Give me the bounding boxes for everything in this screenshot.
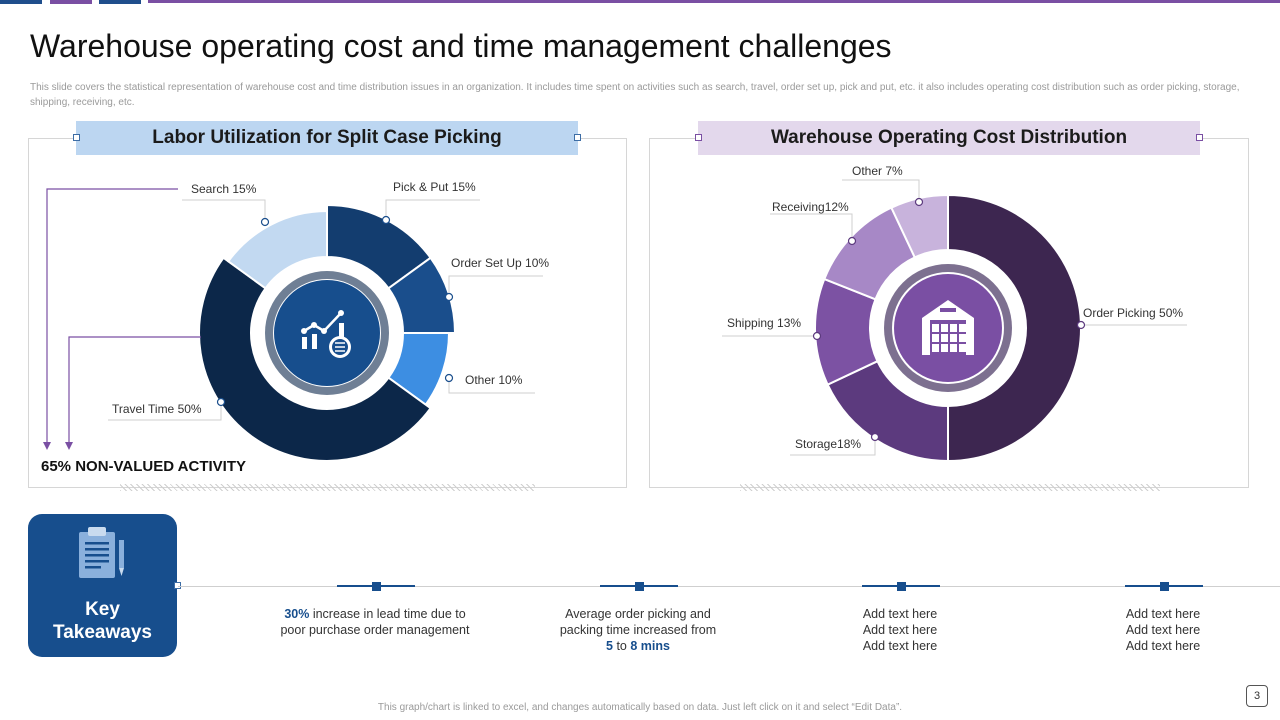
slice-travel-time — [198, 256, 432, 462]
label-travel-time: Travel Time 50% — [112, 402, 202, 416]
warehouse-box — [941, 324, 948, 332]
warehouse-box — [941, 334, 948, 342]
trend-dot — [321, 328, 327, 334]
takeaway-marker-1 — [337, 582, 415, 591]
leader-line — [108, 402, 222, 421]
leader-line — [448, 378, 535, 394]
top-bar-segment-2 — [50, 0, 92, 4]
top-bar-segment-1 — [0, 0, 42, 4]
takeaway-item-4: Add text here Add text here Add text her… — [1125, 607, 1201, 653]
slice-order-set-up — [387, 256, 457, 334]
warehouse-box — [941, 344, 948, 352]
takeaways-timeline — [178, 586, 1280, 587]
label-pick-put: Pick & Put 15% — [393, 180, 476, 194]
warehouse-box — [959, 344, 966, 352]
footer-note: This graph/chart is linked to excel, and… — [377, 702, 903, 713]
resize-handle[interactable] — [1196, 134, 1203, 141]
connector-handle[interactable] — [174, 582, 181, 589]
label-receiving: Receiving12% — [772, 200, 849, 214]
top-bar-line — [148, 0, 1280, 3]
label-order-picking: Order Picking 50% — [1083, 306, 1184, 320]
clipboard-icon — [79, 527, 124, 578]
non-valued-activity-label: 65% NON-VALUED ACTIVITY — [41, 458, 247, 475]
leader-dot — [444, 373, 454, 383]
leader-dot — [847, 236, 857, 246]
cost-chart-title: Warehouse Operating Cost Distribution — [698, 121, 1200, 155]
arrow-down-icon — [65, 442, 73, 450]
trend-dot — [311, 322, 317, 328]
leader-dot — [216, 397, 226, 407]
bar-mark — [312, 334, 317, 349]
slice-order-picking — [947, 193, 1082, 463]
key-takeaways-title: Key Takeaways — [53, 599, 152, 643]
label-other: Other 10% — [465, 373, 523, 387]
takeaway-item-1: 30% increase in lead time due to poor pu… — [280, 607, 470, 637]
warehouse-box — [950, 334, 957, 342]
bar-mark — [302, 337, 307, 349]
slice-search — [226, 209, 328, 290]
leader-dot — [914, 197, 924, 207]
takeaway-item-3: Add text here Add text here Add text her… — [862, 607, 938, 653]
leader-dot — [870, 432, 880, 442]
warehouse-box — [932, 344, 939, 352]
top-bar-segment-3 — [99, 0, 141, 4]
arrow-down-icon — [43, 442, 51, 450]
leader-line — [770, 213, 853, 241]
analytics-settings-icon — [301, 310, 351, 358]
center-disc — [274, 280, 380, 386]
leader-line — [790, 437, 876, 456]
warehouse-box — [959, 334, 966, 342]
warehouse-box — [932, 324, 939, 332]
page-title: Warehouse operating cost and time manage… — [30, 28, 892, 64]
warehouse-sign — [940, 308, 956, 312]
resize-handle[interactable] — [574, 134, 581, 141]
warehouse-box — [950, 344, 957, 352]
trend-line — [303, 312, 342, 333]
leader-dot — [260, 217, 270, 227]
resize-handle[interactable] — [695, 134, 702, 141]
key-takeaways-box: Key Takeaways — [28, 514, 177, 657]
labor-chart-title: Labor Utilization for Split Case Picking — [76, 121, 578, 155]
search-bracket-line — [46, 188, 178, 445]
page-number: 3 — [1246, 685, 1268, 707]
leader-line — [448, 275, 543, 297]
trend-dot — [338, 310, 344, 316]
label-order-setup: Order Set Up 10% — [451, 256, 550, 270]
slide-subtitle: This slide covers the statistical repres… — [30, 82, 1240, 108]
warehouse-box — [932, 334, 939, 342]
leader-line — [385, 199, 480, 220]
warehouse-box — [950, 324, 957, 332]
leader-dot — [444, 292, 454, 302]
travel-bracket-line — [68, 336, 201, 445]
leader-line — [182, 199, 266, 222]
panel-shadow — [120, 484, 535, 491]
label-shipping: Shipping 13% — [727, 316, 802, 330]
trend-dot — [301, 328, 307, 334]
resize-handle[interactable] — [73, 134, 80, 141]
label-storage: Storage18% — [795, 437, 862, 451]
panel-shadow — [740, 484, 1160, 491]
leader-dot — [1076, 320, 1086, 330]
slice-other — [890, 193, 949, 259]
label-search: Search 15% — [191, 182, 257, 196]
takeaway-marker-2 — [600, 582, 678, 591]
leader-dot — [381, 215, 391, 225]
leader-line — [842, 179, 920, 202]
takeaway-marker-3 — [862, 582, 940, 591]
takeaway-item-2: Average order picking and packing time i… — [559, 607, 717, 653]
bar-mark — [339, 323, 344, 337]
warehouse-box — [959, 324, 966, 332]
warehouse-icon — [922, 300, 974, 355]
leader-dot — [812, 331, 822, 341]
label-cost-other: Other 7% — [852, 164, 903, 178]
takeaway-marker-4 — [1125, 582, 1203, 591]
